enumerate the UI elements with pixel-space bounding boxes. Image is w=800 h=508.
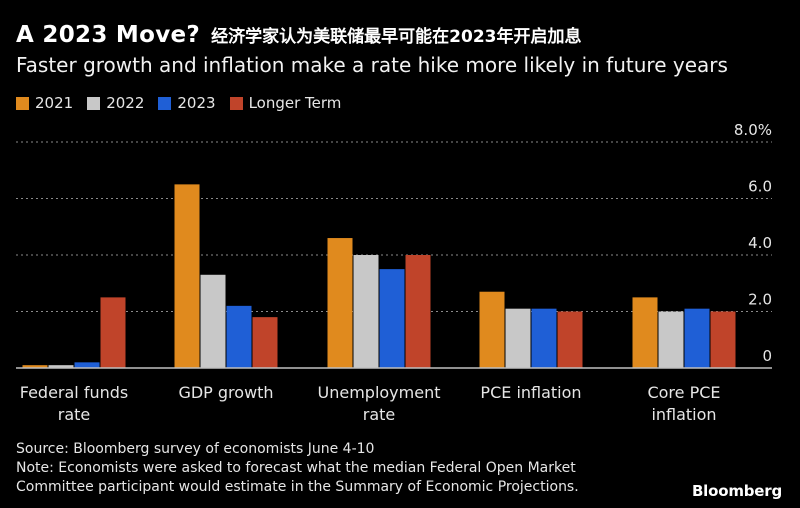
bar bbox=[710, 311, 736, 368]
legend-item-4: Longer Term bbox=[229, 94, 342, 112]
y-tick-label: 0 bbox=[762, 347, 772, 365]
x-category-label: Core PCE bbox=[647, 383, 720, 402]
bar bbox=[74, 362, 100, 368]
source-note: Source: Bloomberg survey of economists J… bbox=[16, 440, 676, 497]
legend-item-1: 2021 bbox=[16, 94, 73, 112]
legend-label: Longer Term bbox=[248, 94, 342, 112]
bar bbox=[226, 305, 252, 368]
bar bbox=[405, 255, 431, 368]
bar bbox=[531, 308, 557, 368]
bar bbox=[200, 274, 226, 368]
bar bbox=[658, 311, 684, 368]
bar bbox=[479, 291, 505, 368]
bar bbox=[684, 308, 710, 368]
bar bbox=[557, 311, 583, 368]
bar bbox=[327, 238, 353, 368]
y-tick-label: 6.0 bbox=[748, 178, 772, 196]
legend-item-2: 2022 bbox=[87, 94, 144, 112]
x-category-label: Federal funds bbox=[20, 383, 129, 402]
bar bbox=[252, 317, 278, 368]
x-category-label: inflation bbox=[651, 405, 716, 424]
y-tick-label: 4.0 bbox=[748, 234, 772, 252]
title-english: A 2023 Move? bbox=[16, 22, 201, 48]
x-category-label: rate bbox=[363, 405, 396, 424]
x-category-label: rate bbox=[58, 405, 91, 424]
legend-swatch bbox=[87, 96, 101, 110]
bar bbox=[100, 297, 126, 368]
chart-legend: 2021 2022 2023 Longer Term bbox=[16, 94, 355, 112]
bar bbox=[48, 365, 74, 368]
legend-label: 2021 bbox=[35, 94, 74, 112]
bloomberg-logo: Bloomberg bbox=[691, 482, 782, 500]
bar bbox=[632, 297, 658, 368]
source-line: Source: Bloomberg survey of economists J… bbox=[16, 441, 375, 457]
bar bbox=[379, 269, 405, 368]
x-category-label: PCE inflation bbox=[480, 383, 581, 402]
legend-swatch bbox=[16, 96, 29, 110]
legend-item-3: 2023 bbox=[158, 94, 216, 112]
bar-chart: 8.0% 6.0 4.0 2.0 0 Federal funds rate GDP growt… bbox=[16, 121, 772, 424]
bar bbox=[22, 365, 48, 368]
bar bbox=[353, 255, 379, 368]
legend-label: 2023 bbox=[177, 94, 216, 112]
y-tick-label: 2.0 bbox=[748, 291, 772, 309]
chart-subtitle: Faster growth and inflation make a rate … bbox=[16, 53, 728, 77]
chart-title: A 2023 Move? 经济学家认为美联储最早可能在2023年开启加息 bbox=[16, 22, 581, 48]
x-category-label: GDP growth bbox=[178, 383, 273, 402]
legend-swatch bbox=[229, 96, 243, 110]
legend-label: 2022 bbox=[106, 94, 145, 112]
title-chinese: 经济学家认为美联储最早可能在2023年开启加息 bbox=[211, 27, 582, 47]
note-line-1: Note: Economists were asked to forecast … bbox=[16, 460, 576, 476]
bar bbox=[505, 308, 531, 368]
legend-swatch bbox=[158, 96, 172, 110]
note-line-2: Committee participant would estimate in … bbox=[16, 479, 579, 495]
y-tick-label: 8.0% bbox=[734, 121, 772, 139]
x-category-label: Unemployment bbox=[318, 383, 441, 402]
bar bbox=[174, 184, 200, 368]
